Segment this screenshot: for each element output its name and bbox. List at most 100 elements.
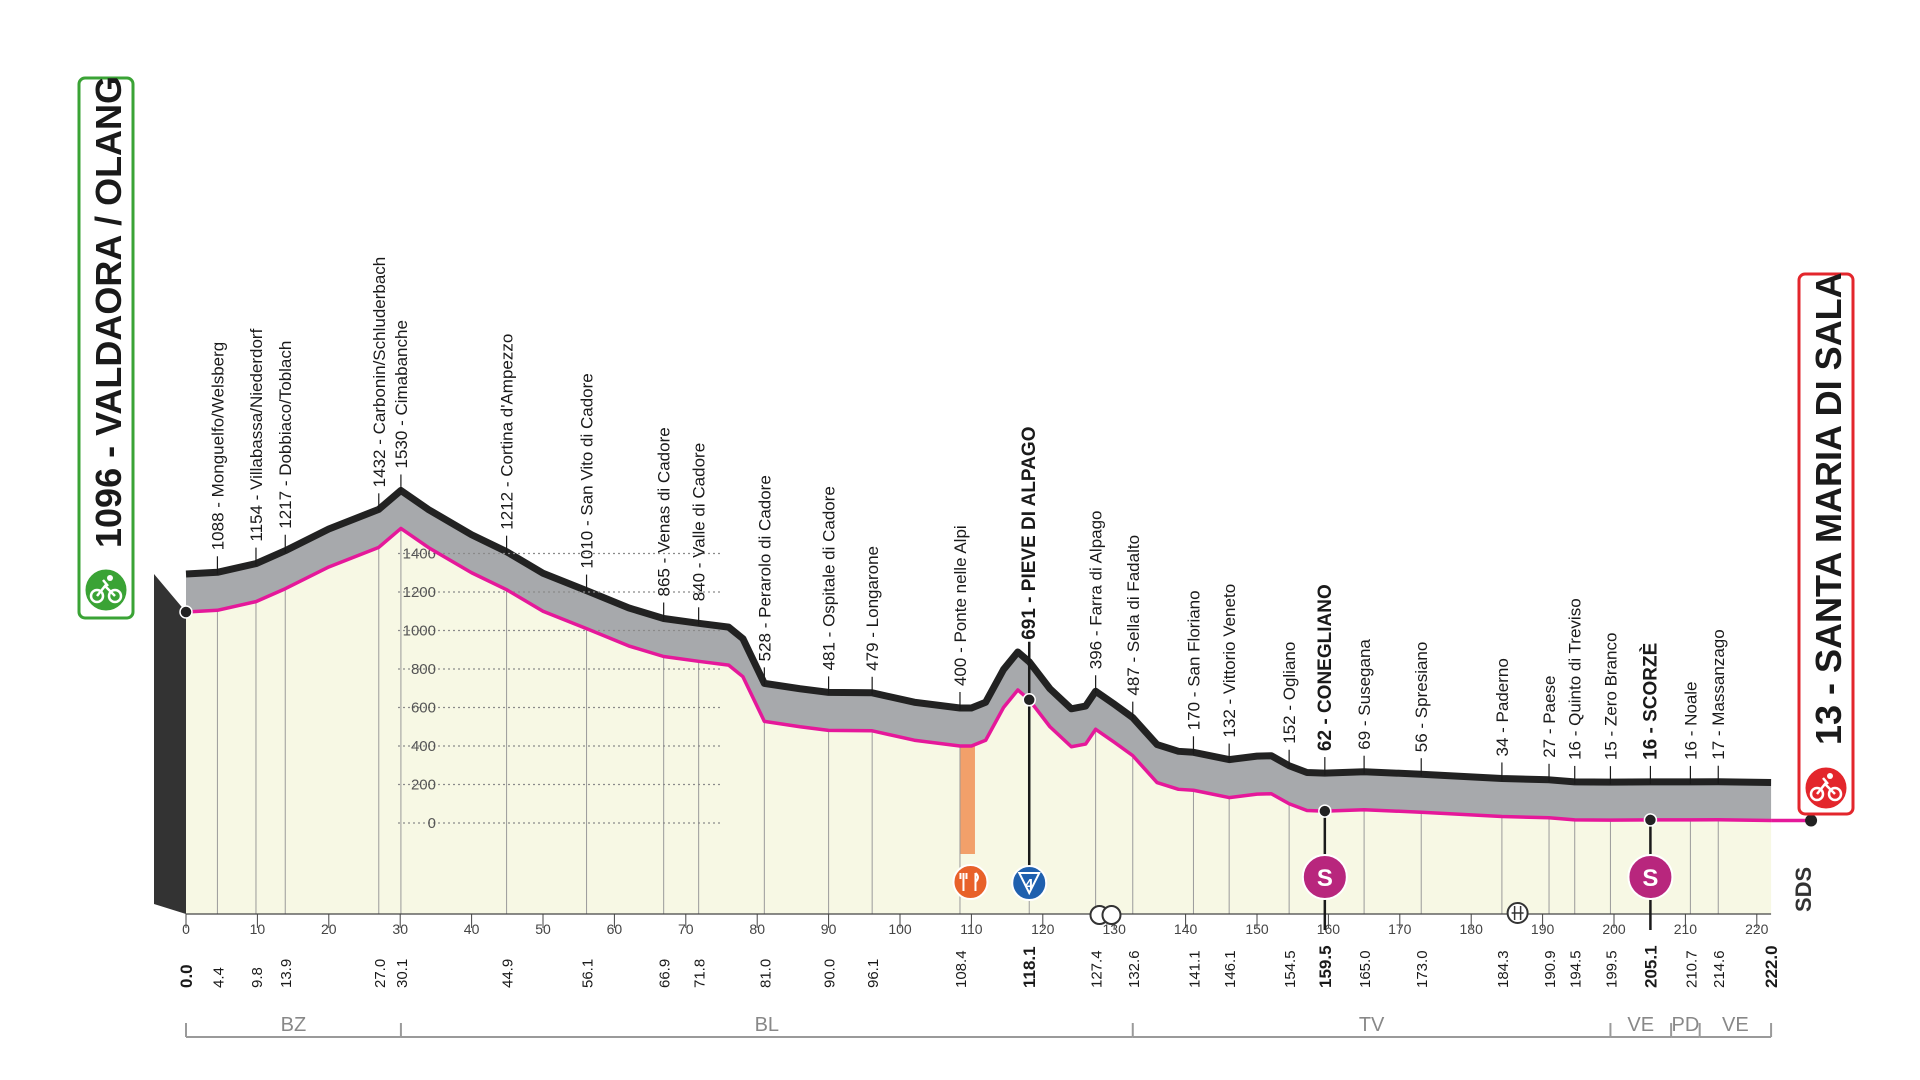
x-tick-label: 170 [1388, 921, 1412, 937]
place-label: 1154 - Villabassa/Niederdorf [247, 328, 266, 541]
km-label: 13.9 [278, 959, 295, 988]
place-label: 691 - PIEVE DI ALPAGO [1019, 427, 1040, 640]
km-label: 159.5 [1316, 945, 1335, 988]
x-tick-label: 110 [960, 921, 983, 937]
x-tick-label: 200 [1602, 921, 1626, 937]
km-label: 66.9 [657, 959, 674, 988]
profile-ridge-line [185, 486, 1772, 786]
x-tick-label: 90 [821, 921, 837, 937]
finish-banner: 13 - SANTA MARIA DI SALA [1797, 272, 1855, 816]
km-label: 154.5 [1282, 950, 1299, 988]
sprint-dot [1318, 804, 1332, 818]
y-tick-label: 0 [428, 815, 436, 832]
x-tick-label: 50 [535, 921, 551, 937]
y-tick-label: 600 [411, 700, 436, 717]
km-label: 222.0 [1762, 945, 1781, 988]
x-tick-label: 180 [1460, 921, 1484, 937]
sprint-symbol: S [1317, 865, 1333, 892]
place-label: 132 - Vittorio Veneto [1220, 584, 1239, 738]
km-label: 173.0 [1414, 950, 1431, 988]
km-label: 194.5 [1568, 950, 1585, 988]
sprint-icon [1301, 854, 1348, 900]
sprint-dot [1643, 813, 1658, 827]
y-tick-label: 200 [411, 777, 436, 794]
x-tick-label: 100 [888, 921, 912, 937]
km-label: 4.4 [210, 967, 227, 988]
place-label: 16 - Noale [1681, 681, 1700, 759]
km-label: 214.6 [1711, 950, 1728, 988]
x-tick-label: 130 [1103, 921, 1127, 937]
km-label: 0.0 [177, 964, 196, 988]
y-tick-label: 1400 [403, 546, 436, 563]
x-tick-label: 140 [1174, 921, 1198, 937]
place-label: 27 - Paese [1540, 676, 1559, 758]
km-label: 27.0 [372, 959, 389, 988]
x-tick-label: 80 [749, 921, 765, 937]
km-label: 71.8 [692, 959, 709, 988]
region-label: PD [1672, 1014, 1700, 1036]
km-label: 108.4 [953, 950, 970, 988]
km-label: 56.1 [580, 959, 597, 988]
km-label: 127.4 [1089, 950, 1106, 988]
x-tick-label: 60 [607, 921, 623, 937]
km-label: 146.1 [1222, 950, 1239, 988]
place-label: 481 - Ospitale di Cadore [820, 486, 839, 670]
place-label: 16 - SCORZÈ [1639, 643, 1661, 760]
km-label: 205.1 [1641, 945, 1660, 988]
x-tick-label: 40 [464, 921, 480, 937]
region-label: VE [1722, 1014, 1749, 1036]
x-tick-label: 30 [392, 921, 408, 937]
fork-knife-icon [959, 872, 979, 891]
start-label: 1096 - VALDAORA / OLANG [88, 76, 129, 548]
feed-icon [952, 864, 989, 900]
route-line [185, 526, 1772, 823]
finish-banner-frame [1797, 272, 1855, 816]
place-label: 16 - Quinto di Treviso [1566, 598, 1585, 760]
km-label: 132.6 [1126, 950, 1143, 988]
km-label: 210.7 [1683, 950, 1700, 988]
km-label: 44.9 [500, 959, 517, 988]
x-tick-label: 220 [1745, 921, 1769, 937]
region-label: VE [1627, 1014, 1654, 1036]
sprint-icon [1627, 854, 1674, 900]
km-label: 118.1 [1020, 946, 1039, 988]
start-cyclist-icon [82, 566, 130, 614]
place-label: 56 - Spresiano [1412, 642, 1431, 753]
x-tick-label: 70 [678, 921, 694, 937]
place-label: 1088 - Monguelfo/Welsberg [208, 342, 227, 551]
x-tick-label: 190 [1531, 921, 1555, 937]
place-label: 487 - Sella di Fadalto [1124, 535, 1143, 696]
km-label: 9.8 [249, 967, 266, 988]
feed-zone-band [959, 746, 975, 854]
km-label: 199.5 [1603, 950, 1620, 988]
x-tick-label: 210 [1674, 921, 1698, 937]
region-label: BL [755, 1014, 779, 1036]
start-dot [179, 605, 193, 619]
place-label: 15 - Zero Branco [1601, 633, 1620, 761]
y-tick-label: 1000 [403, 623, 436, 640]
place-label: 1212 - Cortina d'Ampezzo [498, 334, 517, 530]
km-label: 96.1 [865, 959, 882, 988]
profile-area [186, 528, 1772, 914]
finish-dot [1805, 814, 1818, 827]
km-label: 184.3 [1495, 950, 1512, 988]
sds-logo: SDS [1791, 867, 1816, 912]
sprint-symbol: S [1642, 865, 1658, 892]
region-label: TV [1359, 1014, 1385, 1036]
start-banner: 1096 - VALDAORA / OLANG [77, 76, 135, 620]
place-label: 1432 - Carbonin/Schluderbach [370, 257, 389, 488]
profile-left-face [154, 574, 186, 914]
x-tick-label: 20 [321, 921, 337, 937]
place-label: 865 - Venas di Cadore [655, 427, 674, 596]
place-label: 17 - Massanzago [1709, 629, 1728, 759]
km-label: 81.0 [757, 959, 774, 988]
place-label: 479 - Longarone [863, 546, 882, 671]
climb-triangle-icon [1017, 872, 1041, 896]
tunnel-icon [1101, 905, 1122, 925]
place-label: 1530 - Cimabanche [392, 320, 411, 468]
y-tick-label: 800 [411, 661, 436, 678]
place-label: 62 - CONEGLIANO [1315, 584, 1336, 751]
x-tick-label: 10 [250, 921, 266, 937]
km-label: 141.1 [1186, 950, 1203, 988]
